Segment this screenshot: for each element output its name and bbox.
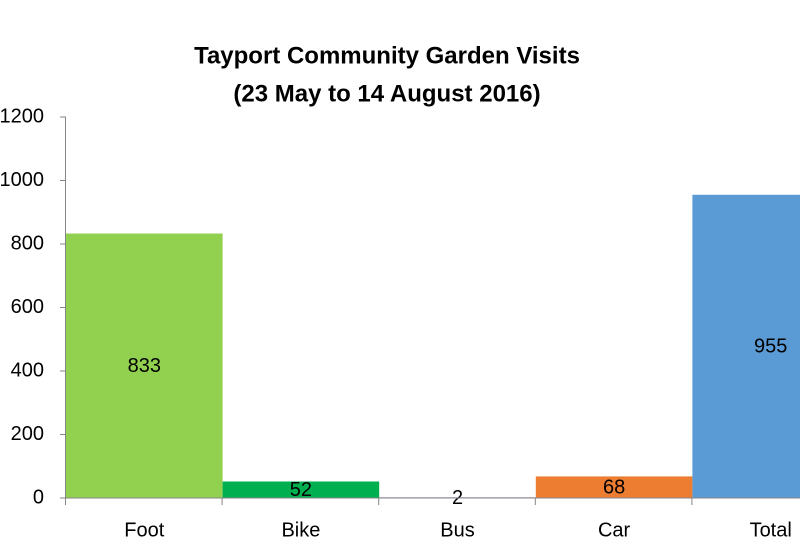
data-label: 955 [754,336,787,358]
y-tick-label: 200 [11,423,44,445]
data-label: 68 [603,476,625,498]
bar [692,194,800,498]
x-tick-label: Car [598,519,631,541]
y-tick-label: 1200 [0,105,44,127]
bar [222,481,380,498]
y-tick-label: 1000 [0,169,44,191]
chart-title: Tayport Community Garden Visits [194,42,580,69]
y-tick-label: 800 [11,232,44,254]
y-tick-label: 400 [11,359,44,381]
data-label: 833 [128,355,161,377]
y-tick-label: 0 [33,486,44,508]
chart-subtitle: (23 May to 14 August 2016) [233,80,540,107]
bar [535,476,693,498]
x-tick-label: Foot [124,519,164,541]
x-tick-label: Total [750,519,792,541]
y-tick-label: 600 [11,296,44,318]
bar [66,233,223,498]
data-label: 52 [290,479,312,501]
x-tick-label: Bike [281,519,320,541]
x-tick-label: Bus [440,519,474,541]
